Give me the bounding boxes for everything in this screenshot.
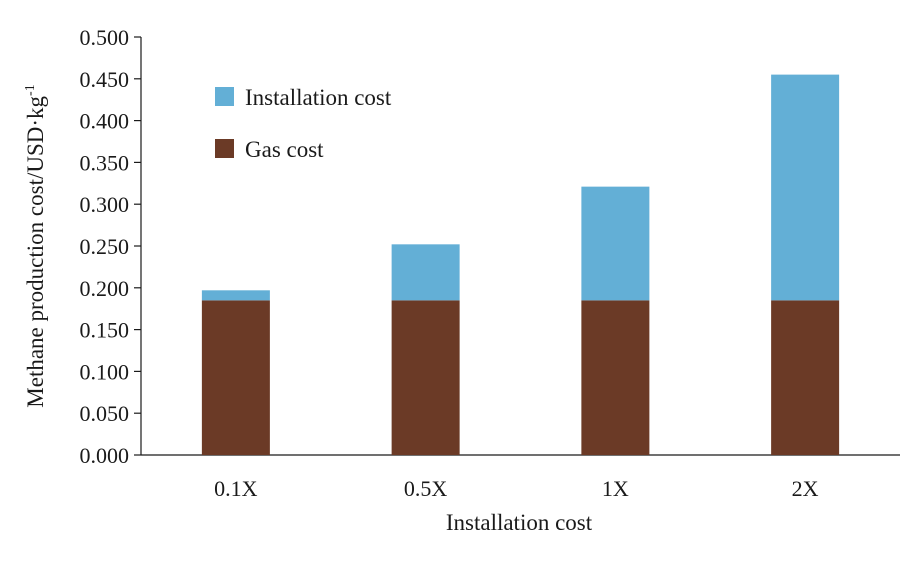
bar-gas-cost-1x bbox=[581, 300, 650, 455]
bar-installation-cost-0-1x bbox=[201, 290, 270, 301]
bar-gas-cost-0-1x bbox=[201, 300, 270, 455]
y-tick-label: 0.150 bbox=[80, 318, 130, 343]
bar-installation-cost-0-5x bbox=[391, 244, 460, 301]
bar-installation-cost-2x bbox=[771, 74, 840, 301]
y-tick-label: 0.250 bbox=[80, 234, 130, 259]
bars bbox=[201, 74, 840, 455]
y-tick-label: 0.050 bbox=[80, 401, 130, 426]
y-tick-label: 0.350 bbox=[80, 150, 130, 175]
y-tick-label: 0.200 bbox=[80, 276, 130, 301]
y-tick-label: 0.300 bbox=[80, 192, 130, 217]
y-tick-label: 0.450 bbox=[80, 67, 130, 92]
y-axis-title: Methane production cost/USD·kg-1 bbox=[23, 84, 48, 407]
y-tick-label: 0.400 bbox=[80, 109, 130, 134]
bar-gas-cost-2x bbox=[771, 300, 840, 455]
legend-swatch-installation-cost bbox=[215, 87, 234, 106]
x-tick-label: 2X bbox=[792, 476, 819, 501]
y-axis-title-main: Methane production cost/USD·kg bbox=[23, 95, 48, 407]
y-tick-label: 0.500 bbox=[80, 25, 130, 50]
legend-label-gas-cost: Gas cost bbox=[245, 137, 324, 162]
legend-label-installation-cost: Installation cost bbox=[245, 85, 392, 110]
x-tick-label: 0.1X bbox=[214, 476, 258, 501]
legend-swatch-gas-cost bbox=[215, 139, 234, 158]
x-axis-title: Installation cost bbox=[446, 510, 593, 535]
bar-installation-cost-1x bbox=[581, 186, 650, 301]
y-tick-label: 0.000 bbox=[80, 443, 130, 468]
y-ticks: 0.000 0.050 0.100 0.150 0.200 0.250 0.300 0.350… bbox=[80, 25, 141, 468]
x-tick-label: 1X bbox=[602, 476, 629, 501]
legend: Installation cost Gas cost bbox=[215, 85, 392, 162]
y-axis-title-superscript: -1 bbox=[23, 84, 38, 96]
bar-gas-cost-0-5x bbox=[391, 300, 460, 455]
x-tick-label: 0.5X bbox=[404, 476, 448, 501]
x-ticks: 0.1X 0.5X 1X 2X bbox=[214, 476, 819, 501]
y-tick-label: 0.100 bbox=[80, 359, 130, 384]
